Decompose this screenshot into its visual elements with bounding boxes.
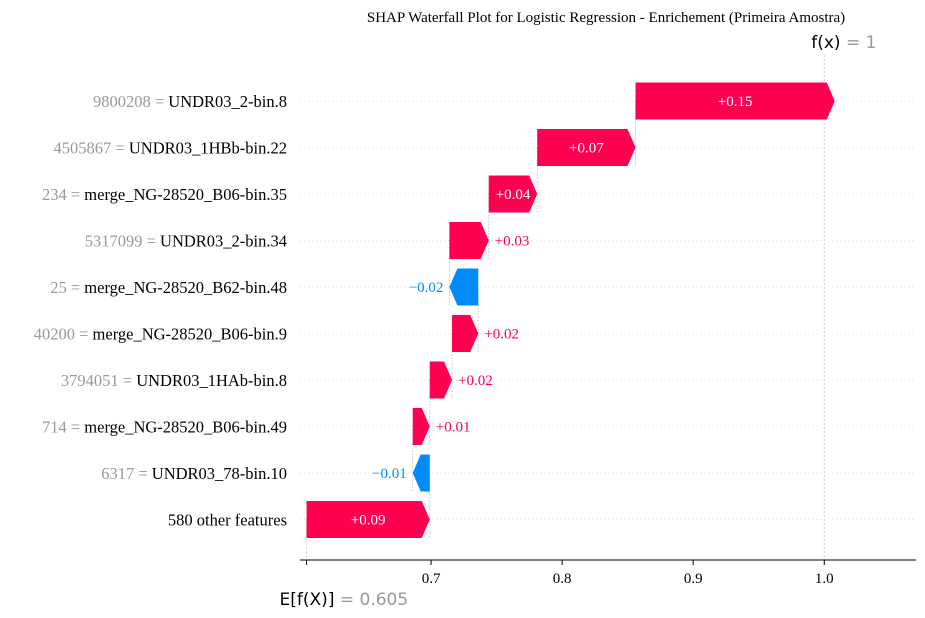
fx-value: 1 xyxy=(866,33,877,53)
feature-name: UNDR03_1HAb-bin.8 xyxy=(136,371,287,390)
feature-label: 5317099 = UNDR03_2-bin.34 xyxy=(85,232,287,251)
feature-label: 3794051 = UNDR03_1HAb-bin.8 xyxy=(61,371,287,390)
feature-name: UNDR03_1HBb-bin.22 xyxy=(129,139,287,158)
svg-text:E[f(X)] = 0.605: E[f(X)] = 0.605 xyxy=(280,590,409,610)
feature-name: UNDR03_78-bin.10 xyxy=(152,464,287,483)
shap-value-label: +0.09 xyxy=(351,513,386,529)
base-label: E[f(X)] xyxy=(280,590,335,610)
waterfall-bar xyxy=(452,315,479,352)
waterfall-bar xyxy=(635,82,835,120)
feature-name: merge_NG-28520_B06-bin.9 xyxy=(93,325,287,344)
feature-label: 234 = merge_NG-28520_B06-bin.35 xyxy=(42,185,287,204)
base-value-annotation: E[f(X)] = 0.605 xyxy=(280,590,409,610)
shap-value-label: +0.02 xyxy=(458,373,493,389)
waterfall-bar xyxy=(412,408,430,445)
feature-label: 4505867 = UNDR03_1HBb-bin.22 xyxy=(54,139,287,158)
shap-value-label: +0.04 xyxy=(496,187,531,203)
feature-label: 714 = merge_NG-28520_B06-bin.49 xyxy=(42,418,287,437)
waterfall-bar xyxy=(429,361,453,399)
feature-value: 714 = xyxy=(42,418,84,437)
feature-value: 4505867 = xyxy=(54,139,129,158)
feature-name: merge_NG-28520_B06-bin.35 xyxy=(84,185,287,204)
waterfall-bar xyxy=(412,454,430,492)
feature-value: 5317099 = xyxy=(85,232,160,251)
fx-equals: = xyxy=(841,33,866,53)
base-equals: = xyxy=(334,590,359,610)
x-axis: 0.7 0.8 0.9 1.0 xyxy=(300,559,916,587)
feature-label: 25 = merge_NG-28520_B62-bin.48 xyxy=(50,278,287,297)
feature-name: 580 other features xyxy=(168,511,287,530)
svg-text:f(x) = 1: f(x) = 1 xyxy=(811,33,876,53)
feature-label: 9800208 = UNDR03_2-bin.8 xyxy=(93,92,287,111)
waterfall-bar xyxy=(537,129,636,166)
fx-annotation: f(x) = 1 xyxy=(811,33,876,53)
shap-value-label: −0.02 xyxy=(409,280,444,296)
bars-layer xyxy=(306,82,835,538)
feature-value: 6317 = xyxy=(101,464,152,483)
feature-value: 9800208 = xyxy=(93,92,168,111)
shap-value-label: +0.07 xyxy=(569,141,604,157)
shap-value-label: +0.02 xyxy=(484,327,519,343)
fx-label: f(x) xyxy=(811,33,840,53)
feature-name: merge_NG-28520_B06-bin.49 xyxy=(84,418,287,437)
feature-label: 40200 = merge_NG-28520_B06-bin.9 xyxy=(34,325,287,344)
waterfall-bar xyxy=(488,175,538,213)
x-tick-label: 0.9 xyxy=(684,571,703,587)
x-tick-label: 0.7 xyxy=(422,571,441,587)
feature-label: 580 other features xyxy=(168,511,287,530)
labels-layer: +0.15 9800208 = UNDR03_2-bin.8 +0.07 450586… xyxy=(34,92,753,530)
shap-value-label: −0.01 xyxy=(372,466,407,482)
x-tick-label: 0.8 xyxy=(553,571,572,587)
feature-name: UNDR03_2-bin.8 xyxy=(168,92,287,111)
feature-label: 6317 = UNDR03_78-bin.10 xyxy=(101,464,287,483)
waterfall-bar xyxy=(449,222,489,259)
shap-value-label: +0.03 xyxy=(495,234,530,250)
shap-value-label: +0.15 xyxy=(718,94,753,110)
feature-value: 234 = xyxy=(42,185,84,204)
waterfall-bar xyxy=(449,268,479,306)
feature-name: merge_NG-28520_B62-bin.48 xyxy=(84,278,287,297)
waterfall-bar xyxy=(306,501,430,538)
shap-value-label: +0.01 xyxy=(436,420,471,436)
x-tick-label: 1.0 xyxy=(815,571,834,587)
feature-value: 3794051 = xyxy=(61,371,136,390)
feature-name: UNDR03_2-bin.34 xyxy=(160,232,287,251)
feature-value: 25 = xyxy=(50,278,84,297)
base-value: 0.605 xyxy=(360,590,409,610)
feature-value: 40200 = xyxy=(34,325,93,344)
chart-title: SHAP Waterfall Plot for Logistic Regress… xyxy=(367,10,845,26)
